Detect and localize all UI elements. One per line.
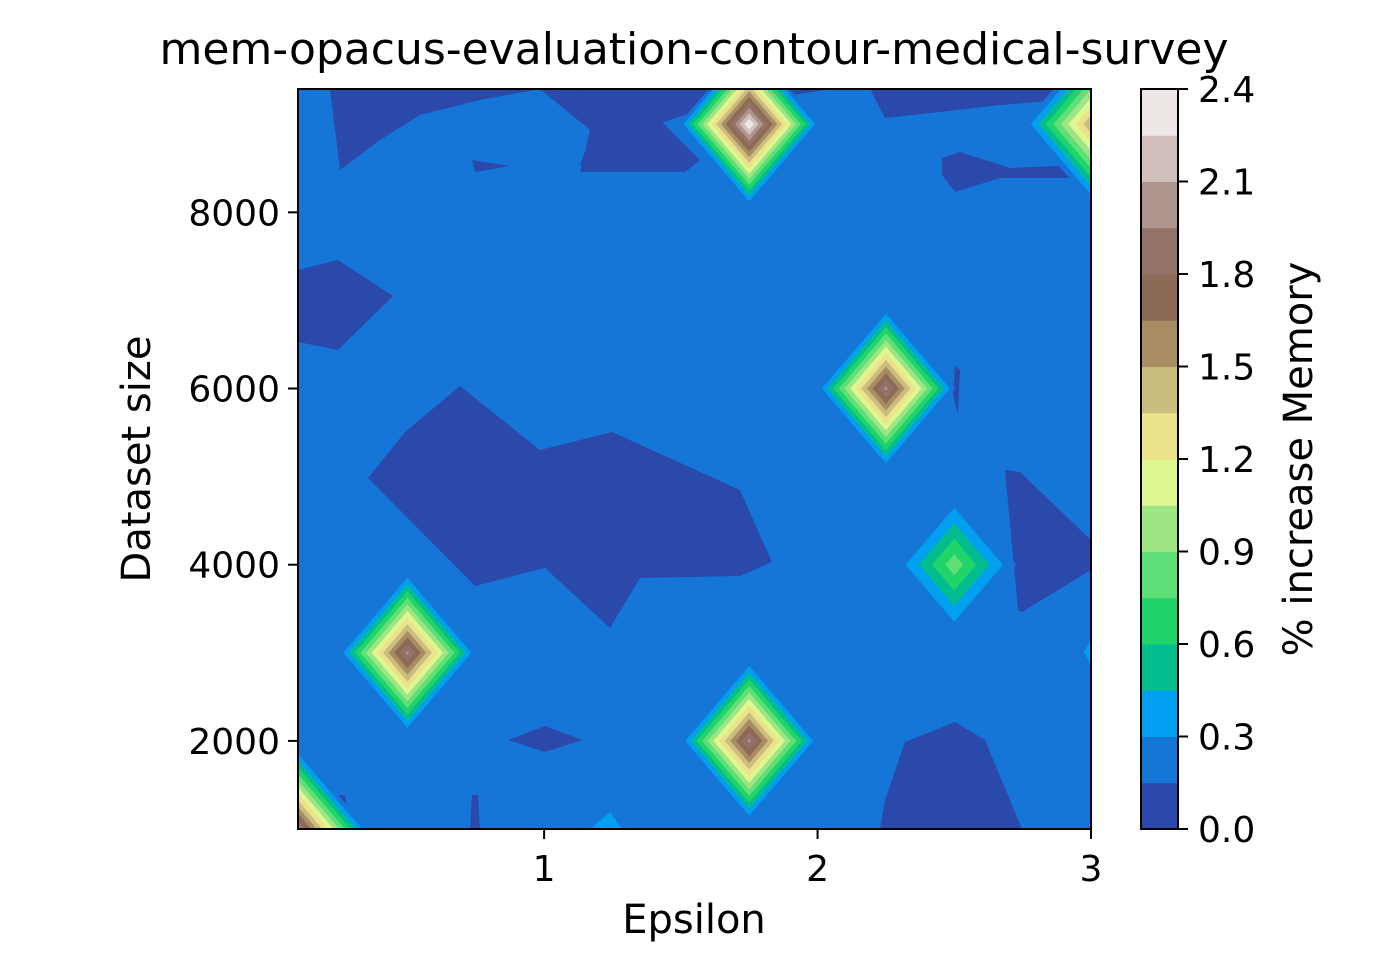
low-region-left (298, 260, 393, 350)
peak-5-band-15 (744, 118, 754, 130)
x-axis-ticks: 1 2 3 (533, 829, 1103, 890)
colorbar-band (1141, 782, 1178, 830)
peak-1-band-13 (405, 650, 410, 656)
colorbar (1141, 89, 1178, 830)
low-region-upper-right-small (942, 152, 1091, 192)
mid-region-bottom-sliver (590, 812, 622, 829)
y-tick-label: 8000 (188, 193, 280, 234)
colorbar-band (1141, 505, 1178, 552)
colorbar-tick-label: 0.9 (1198, 533, 1255, 574)
y-tick-label: 6000 (188, 370, 280, 411)
colorbar-band (1141, 459, 1178, 506)
colorbar-band (1141, 320, 1178, 367)
peak-6-band-8 (1075, 106, 1091, 142)
plot-frame (297, 88, 1092, 830)
peak-7 (298, 747, 368, 829)
colorbar-band (1141, 181, 1178, 229)
x-axis-label: Epsilon (622, 897, 766, 943)
x-tick-label: 3 (1080, 849, 1103, 890)
peak-4 (892, 492, 1017, 638)
peak-7-band-12 (298, 820, 306, 829)
mid-region-right-edge (1084, 640, 1091, 666)
peak-3-band-13 (884, 386, 888, 391)
peak-6 (1023, 89, 1091, 204)
colorbar-tick-label: 1.5 (1198, 348, 1255, 389)
colorbar-band (1141, 89, 1178, 136)
low-region-bottom-right (880, 722, 1022, 829)
colorbar-band (1141, 135, 1178, 182)
peak-5 (678, 89, 820, 207)
colorbar-tick-label: 1.2 (1198, 440, 1255, 481)
x-tick-label: 1 (533, 849, 556, 890)
low-region-right-narrow (953, 366, 960, 415)
low-region-middle (368, 386, 772, 628)
plot-area (298, 89, 1091, 829)
peaks-layer (298, 89, 1091, 829)
colorbar-tick-label: 2.4 (1198, 70, 1255, 111)
colorbar-band (1141, 551, 1178, 599)
chart-title: mem-opacus-evaluation-contour-medical-su… (159, 24, 1228, 75)
y-axis-label: Dataset size (114, 336, 160, 583)
peak-4-band-5 (945, 554, 964, 576)
low-region-top-right (870, 89, 1091, 118)
low-region-bottom-mid-sliver (470, 795, 480, 829)
peak-2 (679, 659, 819, 823)
colorbar-band (1141, 736, 1178, 784)
low-region-right (1005, 470, 1091, 612)
colorbar-band (1141, 644, 1178, 691)
y-tick-label: 4000 (188, 546, 280, 587)
peak-2-band-13 (747, 738, 752, 744)
colorbar-band (1141, 690, 1178, 737)
colorbar-band (1141, 412, 1178, 460)
colorbar-tick-label: 0.6 (1198, 625, 1255, 666)
peak-6-band-9 (1083, 115, 1091, 134)
colorbar-band (1141, 366, 1178, 414)
colorbar-band (1141, 274, 1178, 321)
low-region-low-small (508, 726, 582, 752)
x-tick-label: 2 (806, 849, 829, 890)
colorbar-band (1141, 227, 1178, 275)
colorbar-label: % increase Memory (1276, 262, 1322, 657)
y-axis-ticks: 2000 4000 6000 8000 (188, 193, 298, 763)
colorbar-tick-label: 1.8 (1198, 255, 1255, 296)
colorbar-tick-label: 0.3 (1198, 718, 1255, 759)
colorbar-tick-label: 0.0 (1198, 810, 1255, 851)
peak-3 (816, 307, 956, 471)
peak-1 (337, 571, 477, 735)
y-tick-label: 2000 (188, 722, 280, 763)
low-region-top-center (540, 89, 700, 172)
colorbar-ticks: 0.0 0.3 0.6 0.9 1.2 1.5 1.8 2.1 2.4 (1178, 70, 1255, 851)
colorbar-tick-label: 2.1 (1198, 163, 1255, 204)
low-region-top-left (330, 89, 540, 170)
colorbar-band (1141, 597, 1178, 645)
low-region-upper-small-1 (472, 160, 510, 172)
